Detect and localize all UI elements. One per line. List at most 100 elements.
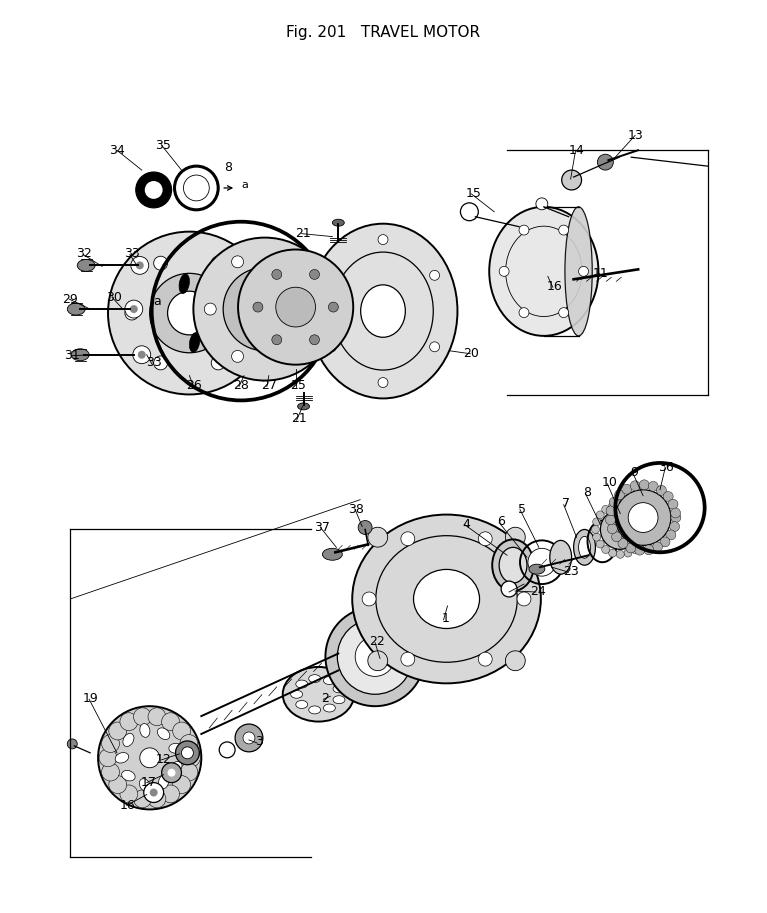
- Circle shape: [597, 154, 614, 170]
- Circle shape: [519, 308, 529, 318]
- Circle shape: [639, 480, 649, 489]
- Circle shape: [133, 708, 151, 726]
- Circle shape: [637, 540, 644, 548]
- Circle shape: [162, 713, 179, 730]
- Circle shape: [430, 341, 439, 352]
- Circle shape: [670, 521, 680, 531]
- Text: 8: 8: [584, 487, 591, 499]
- Circle shape: [614, 490, 624, 499]
- Text: 37: 37: [314, 521, 331, 534]
- Ellipse shape: [140, 723, 150, 738]
- Circle shape: [630, 481, 640, 490]
- Circle shape: [337, 619, 413, 694]
- Text: 4: 4: [463, 518, 470, 531]
- Circle shape: [173, 722, 190, 740]
- Circle shape: [618, 539, 628, 549]
- Circle shape: [626, 543, 636, 553]
- Circle shape: [536, 198, 548, 210]
- Circle shape: [328, 302, 338, 312]
- Circle shape: [479, 532, 492, 546]
- Circle shape: [67, 739, 77, 749]
- Circle shape: [148, 708, 166, 726]
- Circle shape: [176, 741, 199, 765]
- Circle shape: [606, 506, 616, 516]
- Text: 33: 33: [146, 356, 162, 369]
- Circle shape: [145, 181, 163, 199]
- Circle shape: [624, 502, 632, 509]
- Circle shape: [173, 776, 190, 793]
- Text: 24: 24: [530, 584, 546, 597]
- Text: 16: 16: [547, 279, 563, 293]
- Circle shape: [235, 724, 263, 751]
- Text: 21: 21: [291, 412, 307, 425]
- Circle shape: [223, 268, 307, 351]
- Circle shape: [631, 506, 639, 513]
- Ellipse shape: [298, 403, 310, 410]
- Circle shape: [243, 732, 255, 744]
- Text: 11: 11: [593, 267, 608, 280]
- Circle shape: [108, 232, 271, 394]
- Circle shape: [505, 528, 525, 547]
- Text: 34: 34: [109, 143, 125, 157]
- Circle shape: [596, 540, 604, 548]
- Ellipse shape: [574, 530, 595, 565]
- Circle shape: [276, 288, 315, 327]
- Text: 6: 6: [497, 515, 505, 528]
- Ellipse shape: [550, 540, 571, 574]
- Circle shape: [243, 288, 287, 331]
- Circle shape: [286, 351, 298, 362]
- Text: a: a: [241, 180, 248, 190]
- Circle shape: [150, 789, 158, 796]
- Ellipse shape: [492, 540, 534, 591]
- Circle shape: [133, 790, 151, 808]
- Circle shape: [519, 226, 529, 235]
- Ellipse shape: [308, 224, 457, 398]
- Text: 9: 9: [630, 467, 638, 479]
- Circle shape: [591, 526, 600, 533]
- Circle shape: [401, 652, 415, 666]
- Circle shape: [671, 512, 681, 522]
- Circle shape: [499, 267, 509, 277]
- Text: 3: 3: [255, 735, 263, 749]
- Circle shape: [609, 502, 617, 509]
- Circle shape: [605, 515, 615, 525]
- Ellipse shape: [170, 761, 182, 773]
- Circle shape: [609, 498, 619, 507]
- Text: 28: 28: [233, 379, 249, 392]
- Circle shape: [140, 748, 160, 768]
- Circle shape: [219, 742, 235, 758]
- Ellipse shape: [324, 677, 335, 685]
- Circle shape: [211, 257, 225, 270]
- Circle shape: [378, 378, 388, 387]
- Circle shape: [180, 735, 198, 752]
- Circle shape: [617, 551, 624, 558]
- Circle shape: [314, 303, 325, 315]
- Circle shape: [601, 509, 640, 550]
- Circle shape: [609, 549, 617, 557]
- Text: 31: 31: [64, 350, 80, 362]
- Circle shape: [327, 270, 337, 280]
- Circle shape: [136, 261, 143, 269]
- Circle shape: [670, 508, 680, 518]
- Text: 5: 5: [518, 503, 526, 516]
- Circle shape: [131, 257, 149, 274]
- Ellipse shape: [333, 696, 345, 704]
- Text: 17: 17: [141, 776, 156, 789]
- Ellipse shape: [529, 564, 545, 574]
- Circle shape: [401, 532, 415, 546]
- Circle shape: [272, 269, 281, 279]
- Circle shape: [660, 537, 670, 547]
- Text: 16: 16: [120, 799, 136, 812]
- Circle shape: [615, 489, 671, 545]
- Circle shape: [657, 486, 667, 496]
- Circle shape: [109, 776, 127, 793]
- Text: 35: 35: [155, 139, 170, 152]
- Circle shape: [558, 308, 568, 318]
- Circle shape: [204, 303, 216, 315]
- Circle shape: [479, 652, 492, 666]
- Circle shape: [430, 270, 439, 280]
- Circle shape: [602, 546, 610, 553]
- Circle shape: [558, 226, 568, 235]
- Text: 10: 10: [601, 477, 617, 489]
- Ellipse shape: [67, 303, 85, 315]
